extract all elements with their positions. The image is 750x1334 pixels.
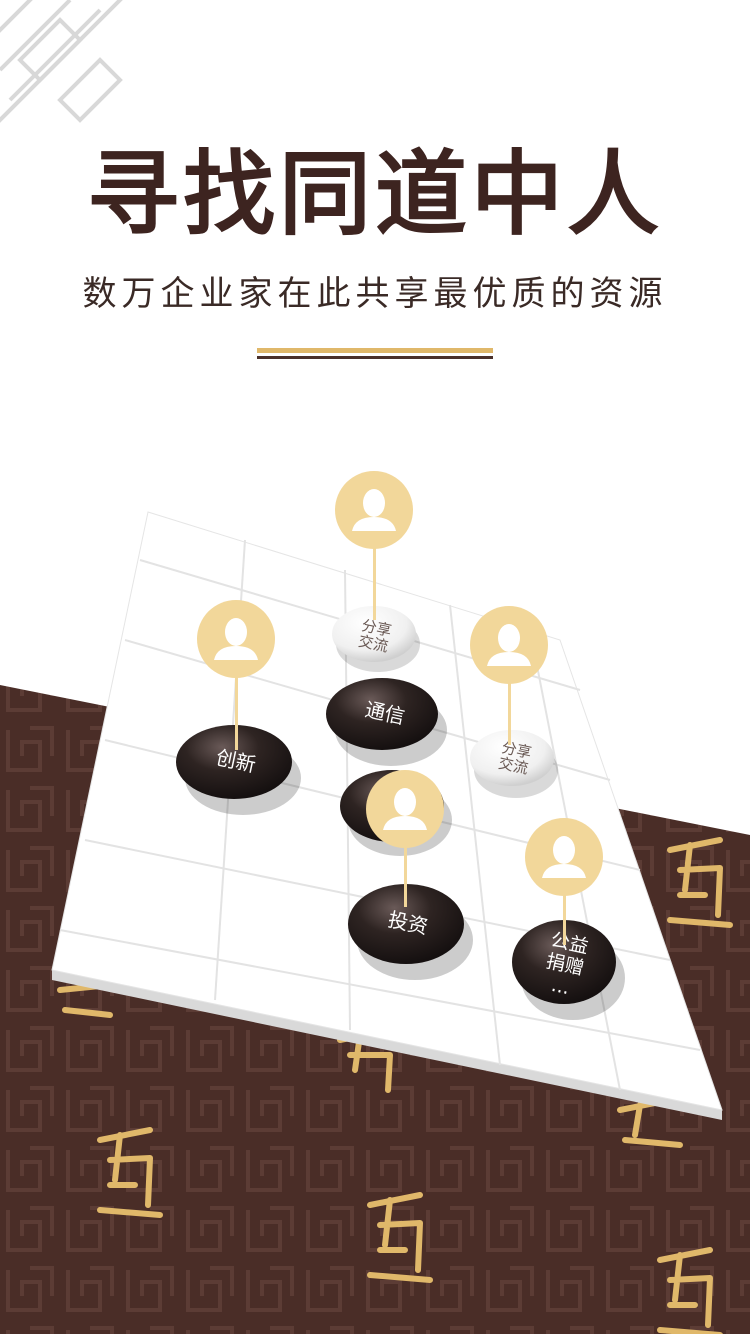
dao-glyph-icon (657, 1247, 723, 1334)
divider-gold (257, 348, 493, 353)
person-icon[interactable] (470, 606, 548, 684)
avatar-stem (404, 845, 407, 907)
dao-glyph-icon (97, 1127, 163, 1218)
avatar-stem (235, 675, 238, 750)
person-icon[interactable] (525, 818, 603, 896)
stone-charity[interactable] (512, 920, 625, 1020)
stone-investment[interactable] (348, 884, 473, 980)
dao-glyph-icon (667, 837, 733, 928)
person-icon[interactable] (366, 770, 444, 848)
stone-communication[interactable] (326, 678, 447, 766)
page-title: 寻找同道中人 (86, 141, 663, 248)
board-edge (52, 970, 722, 1120)
page-subtitle: 数万企业家在此共享最优质的资源 (82, 274, 668, 314)
divider-dark (257, 356, 493, 359)
person-icon[interactable] (335, 471, 413, 549)
stone-innovation[interactable] (176, 725, 301, 815)
stone-share-2[interactable] (470, 730, 558, 798)
stone-share-1[interactable] (332, 606, 420, 672)
avatar-stem (373, 545, 376, 620)
avatar-stem (563, 890, 566, 945)
fret-pattern-icon (0, 0, 123, 123)
person-icon[interactable] (197, 600, 275, 678)
dao-glyph-icon (367, 1192, 433, 1283)
avatar-stem (508, 680, 511, 745)
